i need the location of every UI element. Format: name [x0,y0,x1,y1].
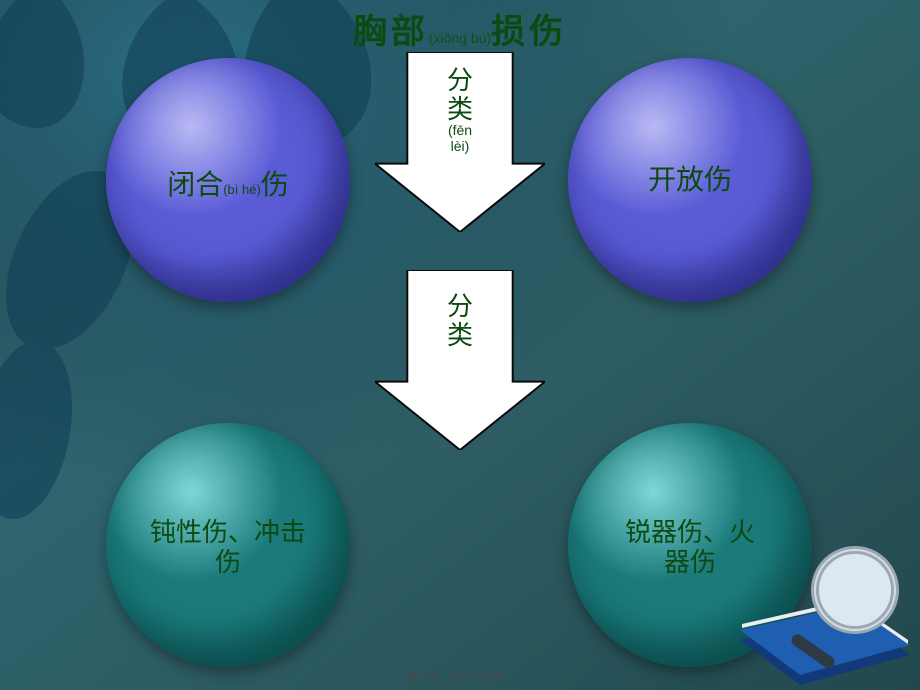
sphere-blunt: 钝性伤、冲击伤 [106,423,350,667]
arrow-label: 分类(fēnlèi) [375,66,545,154]
page-number: 第三页，共三十四页。 [405,672,515,684]
title-part: 胸部 [353,13,429,51]
sphere-label: 闭合(bì hé)伤 [167,169,289,201]
page-title: 胸部(xiōng bù)损伤 [0,4,920,53]
sphere-closed: 闭合(bì hé)伤 [106,58,350,302]
slide-stage: 胸部(xiōng bù)损伤 分类(fēnlèi) 分类 闭合(bì hé)伤 开放… [0,0,920,690]
sphere-open: 开放伤 [568,58,812,302]
arrow-top: 分类(fēnlèi) [375,52,545,232]
title-part: (xiōng bù) [429,30,491,46]
sphere-label: 钝性伤、冲击伤 [150,518,306,578]
arrow-label: 分类 [375,292,545,349]
arrow-bottom: 分类 [375,270,545,450]
corner-prop [680,520,920,690]
sphere-label: 开放伤 [648,164,732,196]
title-part: 损伤 [491,13,567,51]
page-footer: 第三页，共三十四页。 [0,668,920,686]
